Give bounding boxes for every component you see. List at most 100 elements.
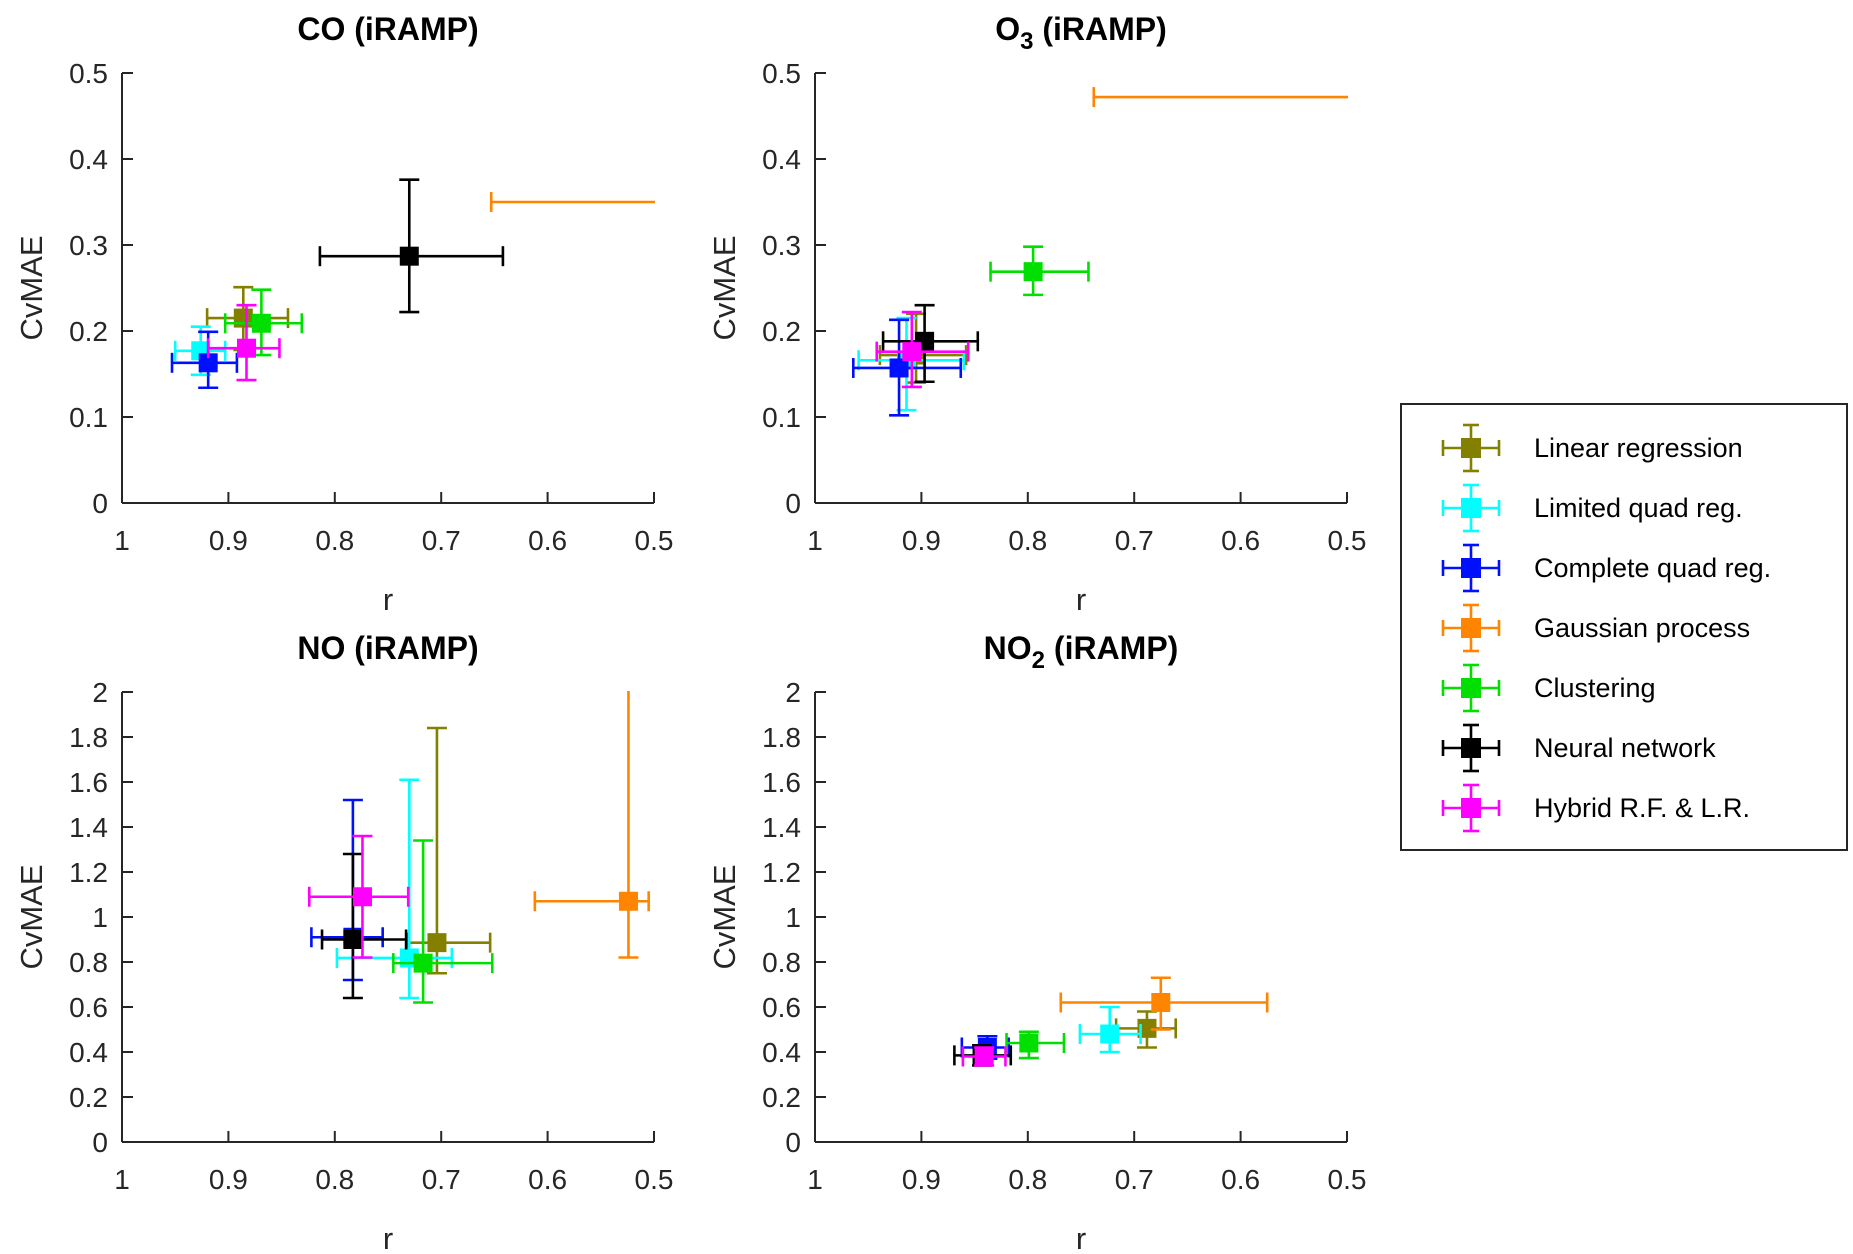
x-tick-label: 0.5 [1328,1164,1367,1195]
y-axis-label: CvMAE [14,235,49,340]
plot-title: O3 (iRAMP) [995,11,1167,55]
errorbar-marker-icon [1441,723,1501,773]
marker [889,358,909,378]
errorbar-marker-icon [1441,663,1501,713]
x-tick-label: 0.5 [1328,525,1367,556]
legend-item-neural-network: Neural network [1402,718,1846,778]
x-tick-label: 0.6 [1221,525,1260,556]
y-axis-label: CvMAE [14,864,49,969]
legend-label: Gaussian process [1534,612,1751,643]
series-gaussian-process [1059,976,1269,1031]
y-tick-label: 0.5 [762,58,801,89]
y-tick-label: 0.4 [69,1037,108,1068]
legend-label: Linear regression [1534,432,1743,463]
legend-label: Hybrid R.F. & L.R. [1534,792,1751,823]
x-tick-label: 0.8 [1008,525,1047,556]
legend-item-complete-quad-reg: Complete quad reg. [1402,538,1846,598]
marker [413,953,433,973]
x-tick-label: 0.6 [528,1164,567,1195]
x-tick-label: 0.9 [209,1164,248,1195]
series-clustering [1005,1030,1066,1060]
series-neural-network [318,178,505,314]
x-tick-label: 0.8 [315,525,354,556]
legend-label: Complete quad reg. [1534,552,1772,583]
x-tick-label: 0.9 [902,1164,941,1195]
marker [698,193,717,212]
legend-label: Clustering [1534,672,1656,703]
series-gaussian-process [533,691,650,959]
legend-box: Linear regression Limited quad reg. Comple… [1400,403,1848,851]
y-tick-label: 1.8 [762,722,801,753]
y-tick-label: 1.8 [69,722,108,753]
y-axis-label: CvMAE [707,864,742,969]
x-tick-label: 0.7 [422,1164,461,1195]
y-tick-label: 0.5 [69,58,108,89]
marker [233,308,253,328]
y-tick-label: 1.6 [762,767,801,798]
marker [198,353,218,373]
y-tick-label: 0.1 [762,402,801,433]
y-tick-label: 0.3 [762,230,801,261]
errorbar-marker-icon [1441,603,1501,653]
x-tick-label: 1 [807,525,823,556]
x-tick-label: 0.9 [902,525,941,556]
x-tick-label: 0.5 [635,1164,674,1195]
errorbar-marker-icon [1441,783,1501,833]
y-tick-label: 0.2 [69,316,108,347]
y-tick-label: 0.8 [762,947,801,978]
marker [427,933,447,953]
marker [1023,262,1043,282]
marker [236,338,256,358]
legend-label: Neural network [1534,732,1716,763]
marker [343,930,363,949]
x-axis-label: r [1076,582,1086,617]
y-tick-label: 1.2 [69,857,108,888]
series-linear-regression [406,726,492,975]
series-clustering [392,839,494,1004]
series-limited-quad-reg [1078,1005,1142,1054]
y-tick-label: 0.6 [762,992,801,1023]
marker [399,246,419,266]
x-tick-label: 0.7 [1115,525,1154,556]
y-tick-label: 1.4 [762,812,801,843]
y-tick-label: 1 [92,902,108,933]
marker [618,891,638,911]
series-hybrid-r-f-l-r [206,303,281,382]
x-tick-label: 0.8 [1008,1164,1047,1195]
x-tick-label: 0.8 [315,1164,354,1195]
series-neural-network [320,852,408,1000]
series-complete-quad-reg [170,330,239,390]
y-tick-label: 0 [92,1127,108,1158]
y-tick-label: 0.4 [69,144,108,175]
marker [352,887,372,907]
subplot-no: 1 0.9 0.8 0.7 0.6 0.5 0 0.2 0.4 0.6 0.8 1 1.2 1.4 1.6 1… [14,630,673,1254]
y-tick-label: 0 [92,488,108,519]
legend-item-linear-regression: Linear regression [1402,418,1846,478]
series-hybrid-r-f-l-r [307,834,410,959]
plot-title: NO2 (iRAMP) [984,630,1179,674]
marker [902,342,922,362]
subplot-co: 1 0.9 0.8 0.7 0.6 0.5 0 0.1 0.2 0.3 0.4 0.5 CO (iRAM… [14,11,717,617]
x-tick-label: 0.7 [422,525,461,556]
series-complete-quad-reg [310,798,384,982]
errorbar-marker-icon [1441,483,1501,533]
series-hybrid-r-f-l-r [875,310,970,389]
y-tick-label: 0.4 [762,144,801,175]
series-clustering [989,245,1090,297]
subplot-o3: 1 0.9 0.8 0.7 0.6 0.5 0 0.1 0.2 0.3 0.4 0.5 O3 (iRAM… [707,11,1367,617]
y-tick-label: 2 [92,677,108,708]
legend-item-limited-quad-reg: Limited quad reg. [1402,478,1846,538]
plot-title: CO (iRAMP) [297,11,478,47]
y-tick-label: 0.6 [69,992,108,1023]
y-tick-label: 0.8 [69,947,108,978]
x-tick-label: 1 [807,1164,823,1195]
series-gaussian-process [1092,87,1348,108]
series-gaussian-process [489,192,717,212]
legend-item-hybrid-r-f-l-r: Hybrid R.F. & L.R. [1402,778,1846,838]
marker [1019,1033,1039,1053]
y-tick-label: 0 [785,1127,801,1158]
series-complete-quad-reg [852,318,963,417]
errorbar-marker-icon [1441,423,1501,473]
